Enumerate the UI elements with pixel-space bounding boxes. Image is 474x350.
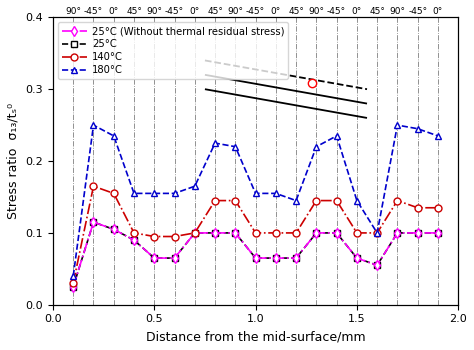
180°C [415,127,420,131]
Line: 25°C: 25°C [71,219,441,289]
Line: 180°C: 180°C [70,122,441,280]
25°C [354,256,360,260]
25°C [435,231,441,235]
140°C [293,231,299,235]
Line: 25°C (Without thermal residual stress): 25°C (Without thermal residual stress) [70,219,441,290]
180°C [273,191,279,196]
180°C [172,191,177,196]
25°C (Without thermal residual stress) [131,238,137,242]
25°C [232,231,238,235]
25°C (Without thermal residual stress) [111,227,117,231]
180°C [111,134,117,138]
25°C [151,256,157,260]
25°C (Without thermal residual stress) [212,231,218,235]
140°C [172,234,177,239]
25°C (Without thermal residual stress) [313,231,319,235]
180°C [70,274,76,278]
25°C (Without thermal residual stress) [334,231,339,235]
25°C [334,231,339,235]
X-axis label: Distance from the mid-surface/mm: Distance from the mid-surface/mm [146,330,365,343]
25°C (Without thermal residual stress) [273,256,279,260]
180°C [253,191,258,196]
25°C [313,231,319,235]
140°C [435,206,441,210]
140°C [374,231,380,235]
180°C [293,198,299,203]
140°C [212,198,218,203]
Legend: 25°C (Without thermal residual stress), 25°C, 140°C, 180°C: 25°C (Without thermal residual stress), … [58,22,289,79]
25°C (Without thermal residual stress) [415,231,420,235]
25°C [415,231,420,235]
180°C [232,145,238,149]
140°C [273,231,279,235]
180°C [192,184,198,188]
25°C [91,220,96,224]
25°C [293,256,299,260]
140°C [394,198,400,203]
25°C (Without thermal residual stress) [354,256,360,260]
25°C (Without thermal residual stress) [253,256,258,260]
180°C [313,145,319,149]
25°C [131,238,137,242]
25°C [374,263,380,267]
25°C (Without thermal residual stress) [293,256,299,260]
140°C [151,234,157,239]
25°C [394,231,400,235]
140°C [70,281,76,285]
25°C (Without thermal residual stress) [374,263,380,267]
25°C (Without thermal residual stress) [172,256,177,260]
25°C [172,256,177,260]
25°C [70,285,76,289]
140°C [91,184,96,188]
140°C [232,198,238,203]
140°C [334,198,339,203]
Y-axis label: Stress ratio  σ₁₃/tₛ⁰: Stress ratio σ₁₃/tₛ⁰ [7,103,20,219]
140°C [253,231,258,235]
25°C [212,231,218,235]
140°C [354,231,360,235]
25°C [111,227,117,231]
180°C [334,134,339,138]
140°C [111,191,117,196]
140°C [415,206,420,210]
25°C (Without thermal residual stress) [192,231,198,235]
25°C [253,256,258,260]
25°C [273,256,279,260]
25°C (Without thermal residual stress) [435,231,441,235]
25°C [192,231,198,235]
Line: 140°C: 140°C [70,183,441,287]
25°C (Without thermal residual stress) [394,231,400,235]
25°C (Without thermal residual stress) [70,285,76,289]
180°C [151,191,157,196]
25°C (Without thermal residual stress) [91,220,96,224]
180°C [131,191,137,196]
180°C [212,141,218,145]
180°C [394,123,400,127]
180°C [354,198,360,203]
180°C [91,123,96,127]
25°C (Without thermal residual stress) [151,256,157,260]
25°C (Without thermal residual stress) [232,231,238,235]
180°C [435,134,441,138]
140°C [192,231,198,235]
180°C [374,231,380,235]
140°C [131,231,137,235]
140°C [313,198,319,203]
